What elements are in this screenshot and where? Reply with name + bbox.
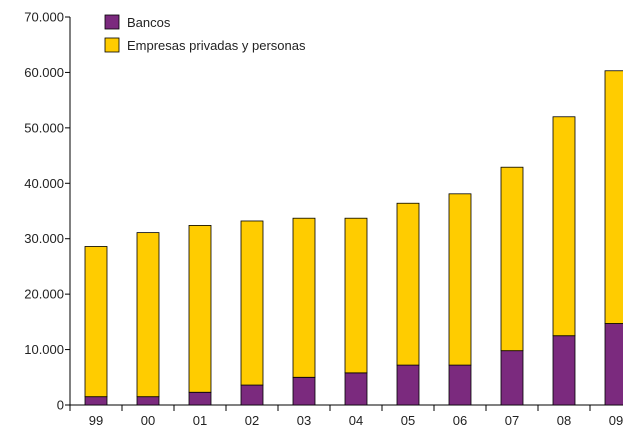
- y-tick-label: 20.000: [24, 287, 64, 302]
- y-tick-label: 30.000: [24, 231, 64, 246]
- bar-segment-bancos-06: [448, 364, 472, 406]
- x-tick-label: 00: [141, 413, 155, 428]
- legend-swatch-bancos: [104, 14, 120, 30]
- y-tick-label: 10.000: [24, 342, 64, 357]
- y-tick-label: 40.000: [24, 176, 64, 191]
- bar-segment-empresas-08: [552, 116, 576, 337]
- legend: Bancos Empresas privadas y personas: [104, 14, 306, 53]
- legend-label-bancos: Bancos: [127, 15, 171, 30]
- bar-segment-bancos-02: [240, 384, 264, 406]
- bar-segment-empresas-06: [448, 193, 472, 366]
- bar-segment-empresas-02: [240, 220, 264, 386]
- bar-segment-bancos-01: [188, 391, 212, 406]
- bar-segment-bancos-04: [344, 372, 368, 406]
- bar-segment-bancos-99: [84, 396, 108, 406]
- x-tick-label: 02: [245, 413, 259, 428]
- bar-segment-empresas-07: [500, 166, 524, 352]
- x-tick-label: 01: [193, 413, 207, 428]
- bar-segment-empresas-01: [188, 225, 212, 393]
- legend-label-empresas: Empresas privadas y personas: [127, 38, 306, 53]
- bar-segment-empresas-09: [604, 70, 623, 324]
- y-tick-label: 0: [57, 398, 64, 413]
- x-tick-label: 99: [89, 413, 103, 428]
- x-axis: 99 00 01 02 03 04 05 06 07 08 09: [69, 404, 623, 428]
- legend-swatch-empresas: [104, 37, 120, 53]
- x-tick-label: 09: [609, 413, 623, 428]
- x-tick-label: 06: [453, 413, 467, 428]
- bar-segment-empresas-04: [344, 217, 368, 374]
- bar-segment-bancos-09: [604, 323, 623, 406]
- bar-segment-bancos-00: [136, 396, 160, 406]
- y-tick-label: 70.000: [24, 10, 64, 25]
- bars: [84, 70, 623, 406]
- x-tick-label: 03: [297, 413, 311, 428]
- bar-segment-bancos-05: [396, 364, 420, 406]
- x-tick-label: 05: [401, 413, 415, 428]
- bar-segment-bancos-08: [552, 335, 576, 406]
- bar-segment-empresas-00: [136, 232, 160, 398]
- bar-segment-empresas-99: [84, 246, 108, 398]
- bar-segment-empresas-05: [396, 202, 420, 366]
- y-tick-label: 60.000: [24, 65, 64, 80]
- bar-segment-bancos-03: [292, 376, 316, 406]
- bar-segment-empresas-03: [292, 217, 316, 378]
- y-tick-label: 50.000: [24, 120, 64, 135]
- x-tick-label: 07: [505, 413, 519, 428]
- x-tick-label: 04: [349, 413, 363, 428]
- x-tick-label: 08: [557, 413, 571, 428]
- y-axis: 0 10.000 20.000 30.000 40.000 50.000 60.000 70.…: [24, 10, 71, 413]
- bar-segment-bancos-07: [500, 350, 524, 406]
